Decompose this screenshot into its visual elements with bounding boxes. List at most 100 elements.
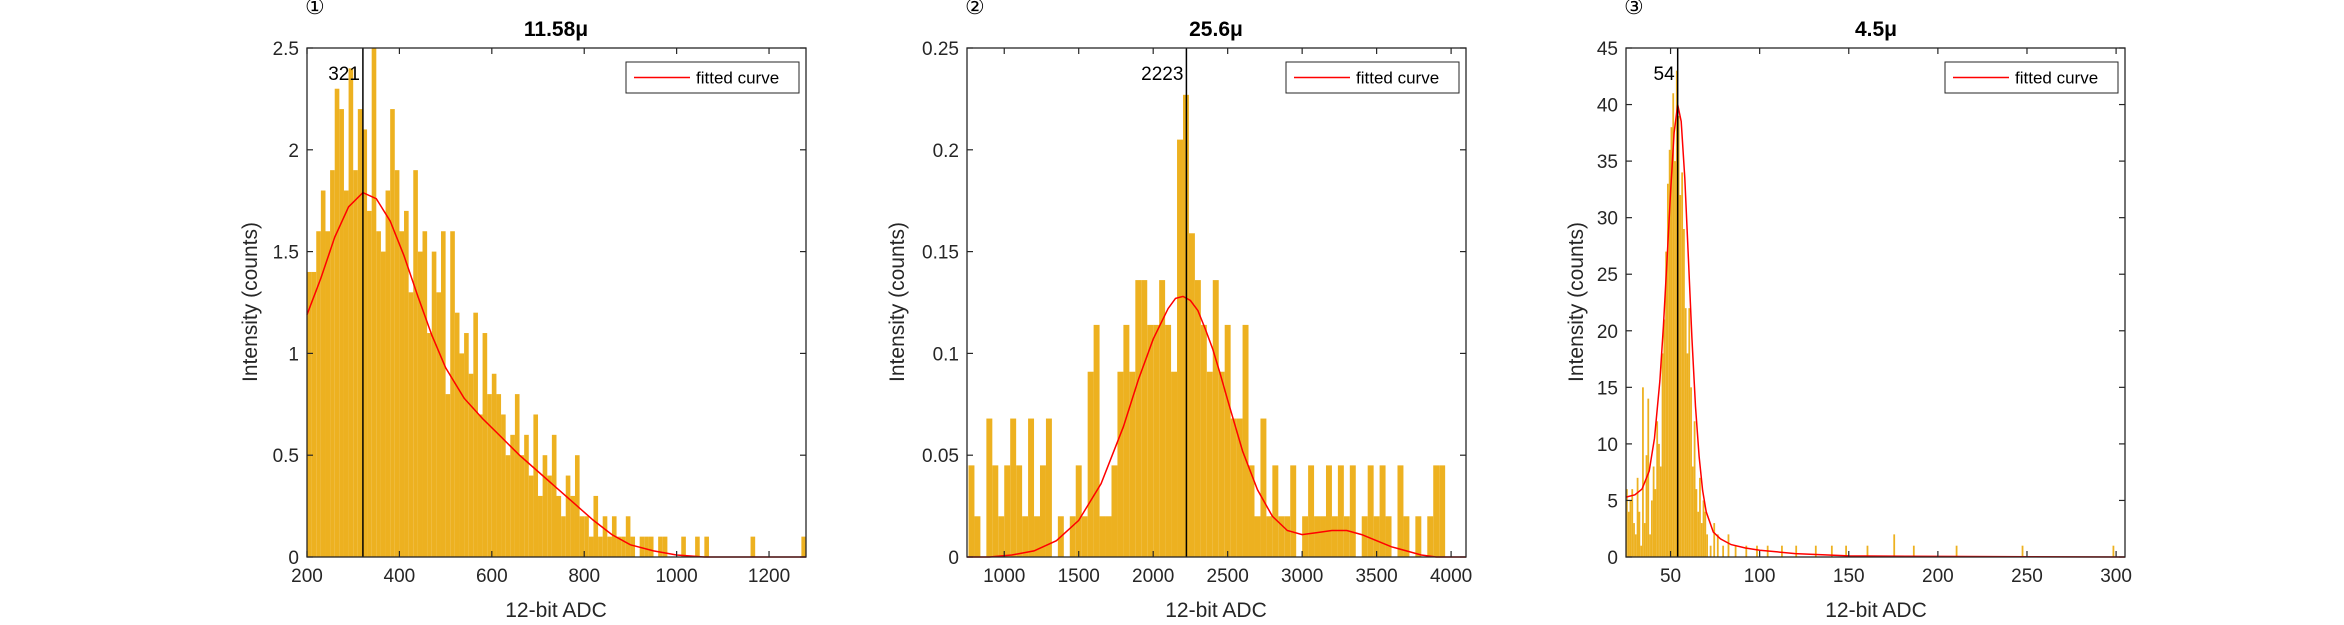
histogram-bar <box>316 231 321 558</box>
histogram-bar <box>639 536 645 557</box>
y-axis-label: Intensity (counts) <box>239 222 262 382</box>
y-tick-label: 0.5 <box>273 446 299 467</box>
histogram-bar <box>561 516 566 557</box>
histogram-bar <box>454 312 460 557</box>
y-tick-label: 35 <box>1597 152 1618 173</box>
histogram-bar <box>1684 308 1687 557</box>
x-tick-label: 150 <box>1833 566 1865 587</box>
histogram-bar <box>477 414 483 557</box>
histogram-bar <box>1674 161 1676 557</box>
histogram-bar <box>1636 477 1639 557</box>
x-tick-label: 600 <box>476 566 508 587</box>
histogram-bar <box>491 373 497 557</box>
histogram-bar <box>695 536 700 557</box>
histogram-bar <box>750 536 756 557</box>
histogram-bar <box>380 251 386 557</box>
histogram-bar <box>584 516 589 557</box>
histogram-bar <box>1105 516 1112 557</box>
histogram-bar <box>1045 418 1052 557</box>
histogram-bar <box>528 475 534 557</box>
histogram-bar <box>1675 70 1678 557</box>
histogram-bar <box>501 414 506 557</box>
y-tick-label: 0.2 <box>933 141 959 162</box>
histogram-bar <box>1691 466 1694 557</box>
histogram-bar <box>1631 489 1634 557</box>
y-tick-label: 15 <box>1597 378 1618 399</box>
histogram-bar <box>367 210 372 557</box>
histogram-bar <box>1373 516 1380 557</box>
x-tick-label: 2500 <box>1207 566 1249 587</box>
histogram-bar <box>348 68 354 558</box>
x-tick-label: 1000 <box>655 566 697 587</box>
histogram-bar <box>325 231 331 558</box>
y-tick-label: 0 <box>288 548 299 569</box>
histogram-bar <box>704 536 709 557</box>
x-tick-label: 3000 <box>1281 566 1323 587</box>
chart-panel-3: ③ 4.5μ 54 50 100 150 200 250 300 0 5 10 15 20 25 30 35… <box>1565 0 2132 622</box>
histogram-bar <box>353 170 358 557</box>
histogram-bar <box>579 516 585 557</box>
histogram-bar <box>1845 545 1847 557</box>
histogram-bar <box>593 495 599 557</box>
histogram-bar <box>1379 465 1386 557</box>
histogram-bar <box>1955 545 1958 557</box>
histogram-bar <box>376 231 381 558</box>
histogram-bar <box>1716 534 1719 557</box>
histogram-bar <box>547 475 552 557</box>
histogram-bar <box>1034 516 1040 557</box>
histogram-bar <box>598 536 603 557</box>
histogram-bar <box>1677 115 1680 557</box>
histogram-bar <box>307 271 312 557</box>
histogram-bar <box>1642 387 1644 557</box>
histogram-bar <box>1627 511 1630 557</box>
x-tick-label: 3500 <box>1355 566 1397 587</box>
histogram-bar <box>1099 516 1106 557</box>
histogram-bar <box>1331 516 1338 557</box>
y-tick-label: 30 <box>1597 209 1618 230</box>
histogram-bar <box>1647 398 1650 557</box>
histogram-bar <box>1415 516 1422 557</box>
histogram-bar <box>1683 228 1685 557</box>
x-tick-label: 1000 <box>983 566 1025 587</box>
histogram-bar <box>588 536 594 557</box>
x-tick-label: 1200 <box>748 566 790 587</box>
histogram-bar <box>602 516 608 557</box>
histogram-bar <box>1672 93 1675 557</box>
y-tick-label: 2.5 <box>273 39 299 60</box>
histogram-bar <box>427 333 432 557</box>
histogram-bar <box>468 373 474 557</box>
histogram-bar <box>1706 534 1708 557</box>
histogram-bar <box>514 394 520 557</box>
histogram-bar <box>371 48 377 557</box>
histogram-bar <box>1218 371 1225 557</box>
histogram-bar <box>1010 418 1017 557</box>
y-tick-label: 0 <box>1607 548 1618 569</box>
x-tick-label: 2000 <box>1132 566 1174 587</box>
histogram-bar <box>1658 443 1660 557</box>
histogram-bar <box>625 516 631 557</box>
y-tick-label: 5 <box>1607 491 1618 512</box>
histogram-bar <box>538 495 543 557</box>
histogram-bar <box>1093 324 1100 557</box>
histogram-bar <box>1349 465 1356 557</box>
y-tick-label: 20 <box>1597 322 1618 343</box>
histogram-bar <box>1795 545 1798 557</box>
histogram-bar <box>436 292 441 557</box>
x-tick-label: 50 <box>1660 566 1681 587</box>
histogram-bar <box>565 475 571 557</box>
histogram-bar <box>1403 516 1410 557</box>
histogram-bar <box>334 88 340 557</box>
histogram-bar <box>417 251 423 557</box>
histogram-bar <box>1016 465 1023 557</box>
histogram-bar <box>459 353 465 557</box>
x-tick-label: 250 <box>2011 566 2043 587</box>
y-axis-label: Intensity (counts) <box>1565 222 1588 382</box>
histogram-bar <box>482 333 488 557</box>
histogram-bar <box>648 536 654 557</box>
legend-label: fitted curve <box>1356 69 1439 88</box>
histogram-bar <box>1069 516 1076 557</box>
histogram-bar <box>1893 534 1896 557</box>
histogram-bar <box>1284 516 1291 557</box>
histogram-bar <box>1111 465 1118 557</box>
